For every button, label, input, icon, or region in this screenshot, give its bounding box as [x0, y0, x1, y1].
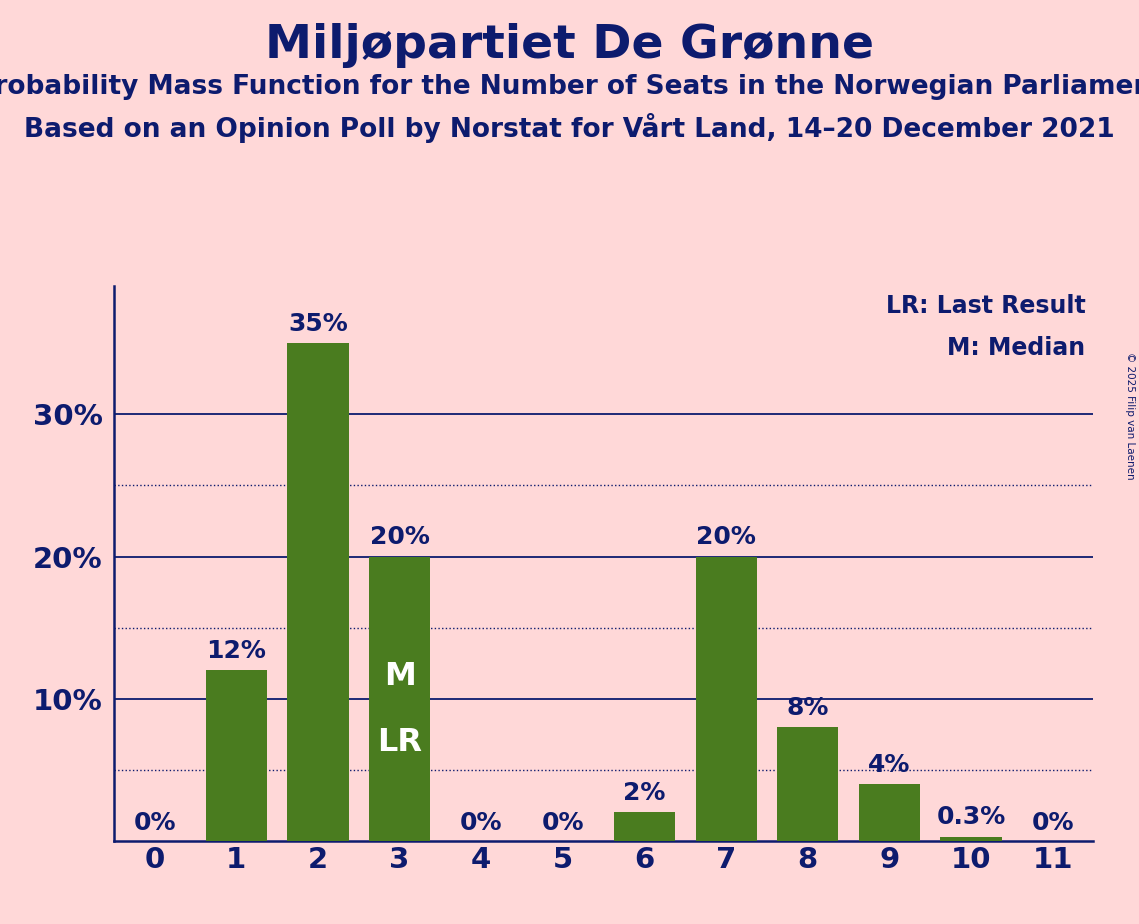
Text: 2%: 2%	[623, 782, 665, 806]
Text: 0%: 0%	[133, 811, 175, 835]
Text: 8%: 8%	[787, 696, 829, 720]
Text: 12%: 12%	[206, 639, 267, 663]
Text: LR: Last Result: LR: Last Result	[885, 294, 1085, 318]
Text: © 2025 Filip van Laenen: © 2025 Filip van Laenen	[1125, 352, 1134, 480]
Text: M: M	[384, 661, 416, 691]
Text: LR: LR	[377, 727, 423, 759]
Bar	[206, 670, 267, 841]
Text: 0.3%: 0.3%	[936, 806, 1006, 830]
Bar	[777, 727, 838, 841]
Text: Based on an Opinion Poll by Norstat for Vårt Land, 14–20 December 2021: Based on an Opinion Poll by Norstat for …	[24, 113, 1115, 142]
Text: 20%: 20%	[370, 526, 429, 550]
Text: 20%: 20%	[696, 526, 756, 550]
Bar	[614, 812, 675, 841]
Bar	[696, 556, 756, 841]
Bar	[941, 836, 1001, 841]
Text: 0%: 0%	[542, 811, 584, 835]
Text: Probability Mass Function for the Number of Seats in the Norwegian Parliament: Probability Mass Function for the Number…	[0, 74, 1139, 100]
Text: Miljøpartiet De Grønne: Miljøpartiet De Grønne	[265, 23, 874, 68]
Text: M: Median: M: Median	[948, 336, 1085, 360]
Text: 0%: 0%	[460, 811, 502, 835]
Bar	[287, 344, 349, 841]
Bar	[369, 556, 431, 841]
Text: 0%: 0%	[1032, 811, 1074, 835]
Text: 4%: 4%	[868, 753, 910, 777]
Text: 35%: 35%	[288, 312, 347, 336]
Bar	[859, 784, 920, 841]
